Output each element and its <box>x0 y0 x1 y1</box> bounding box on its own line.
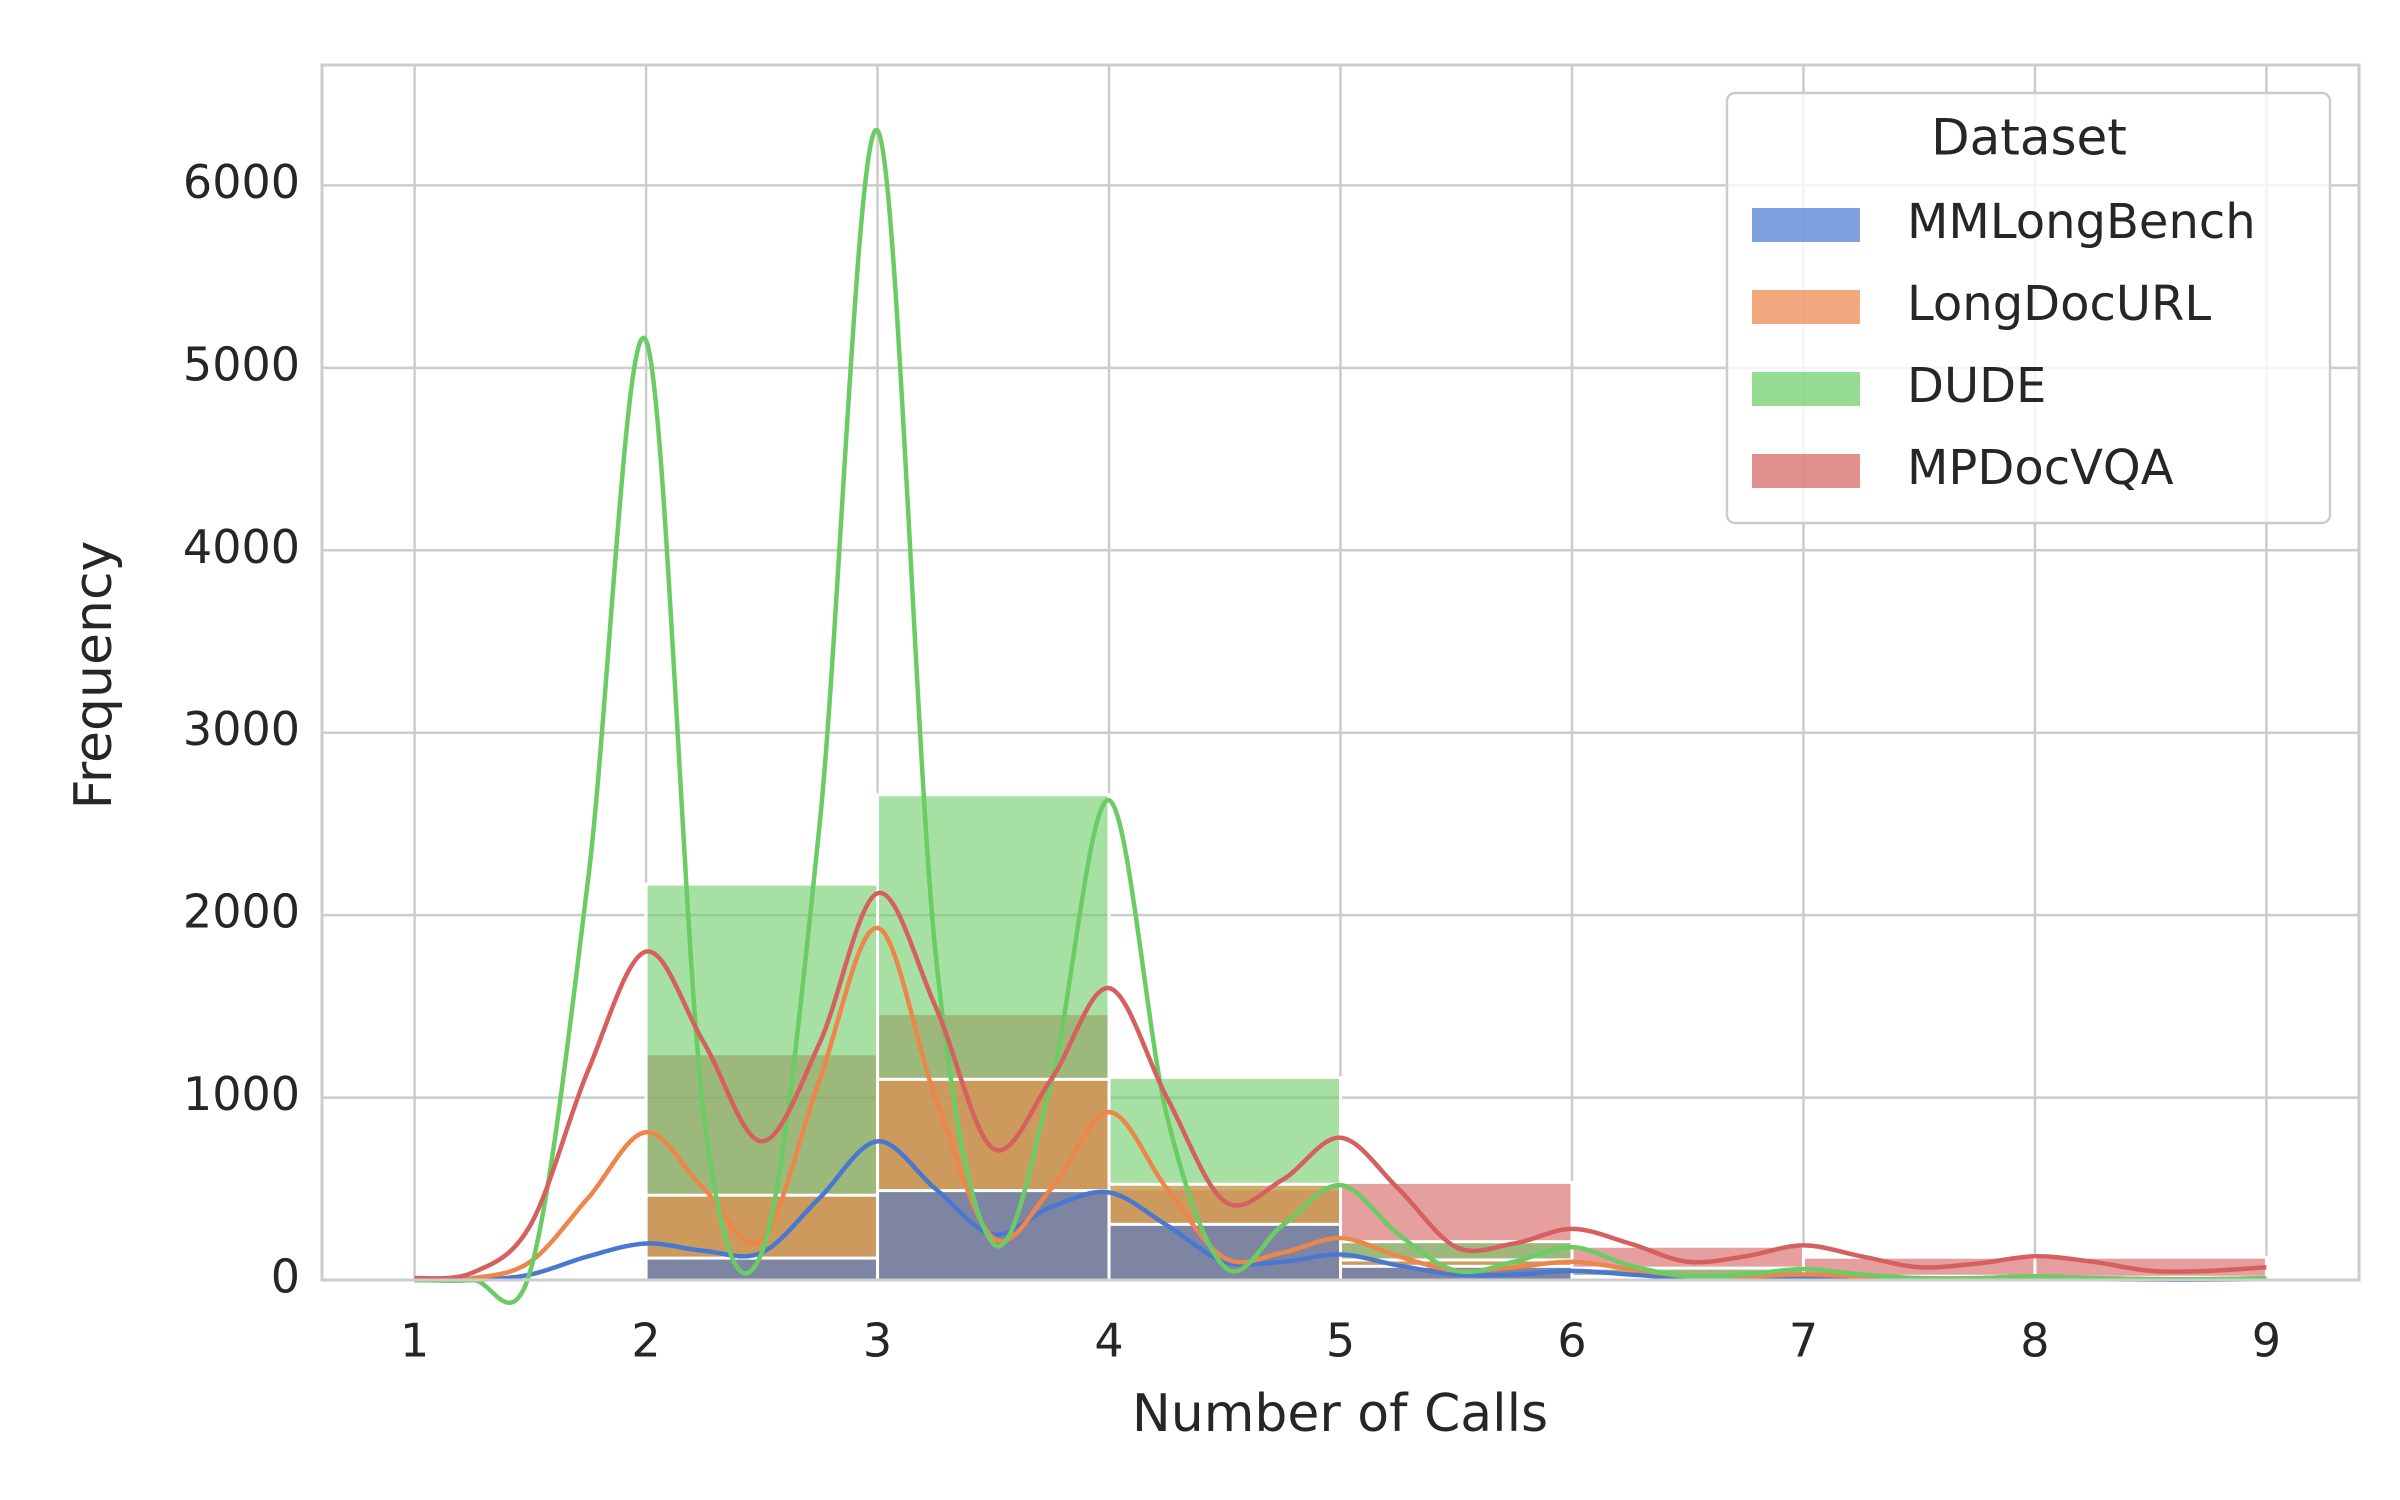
kde-line <box>414 890 2267 1281</box>
legend-label: MMLongBench <box>1907 194 2256 250</box>
x-tick-label: 6 <box>1557 1314 1586 1368</box>
y-tick-label: 5000 <box>183 337 300 391</box>
histogram-bar <box>1107 1222 1342 1282</box>
legend-swatch <box>1752 290 1860 324</box>
grid <box>322 65 2359 1282</box>
x-tick-label: 5 <box>1326 1314 1355 1368</box>
x-tick-label: 3 <box>863 1314 892 1368</box>
x-tick-label: 4 <box>1094 1314 1123 1368</box>
x-axis-label: Number of Calls <box>1132 1384 1548 1444</box>
x-tick-label: 8 <box>2020 1314 2049 1368</box>
y-tick-label: 6000 <box>183 155 300 209</box>
legend-swatch <box>1752 454 1860 488</box>
legend-label: MPDocVQA <box>1907 440 2174 496</box>
legend: Dataset MMLongBench LongDocURL DUDE MPDocVQA <box>1725 91 2332 525</box>
legend-swatch <box>1752 372 1860 406</box>
x-tick-label: 9 <box>2252 1314 2281 1368</box>
y-tick-label: 4000 <box>183 520 300 574</box>
legend-label: DUDE <box>1907 358 2046 414</box>
legend-title: Dataset <box>1931 109 2127 167</box>
plot-frame <box>320 63 2361 1282</box>
y-tick-label: 1000 <box>183 1067 300 1121</box>
y-tick-label: 0 <box>271 1250 300 1304</box>
legend-swatch <box>1752 208 1860 242</box>
y-tick-label: 3000 <box>183 702 300 756</box>
legend-box <box>1725 91 2332 525</box>
y-axis-label: Frequency <box>64 541 124 810</box>
histogram-bar <box>644 1256 880 1282</box>
x-tick-label: 7 <box>1789 1314 1818 1368</box>
x-tick-label: 1 <box>400 1314 429 1368</box>
legend-label: LongDocURL <box>1907 276 2211 332</box>
y-tick-label: 2000 <box>183 885 300 939</box>
x-tick-label: 2 <box>631 1314 660 1368</box>
